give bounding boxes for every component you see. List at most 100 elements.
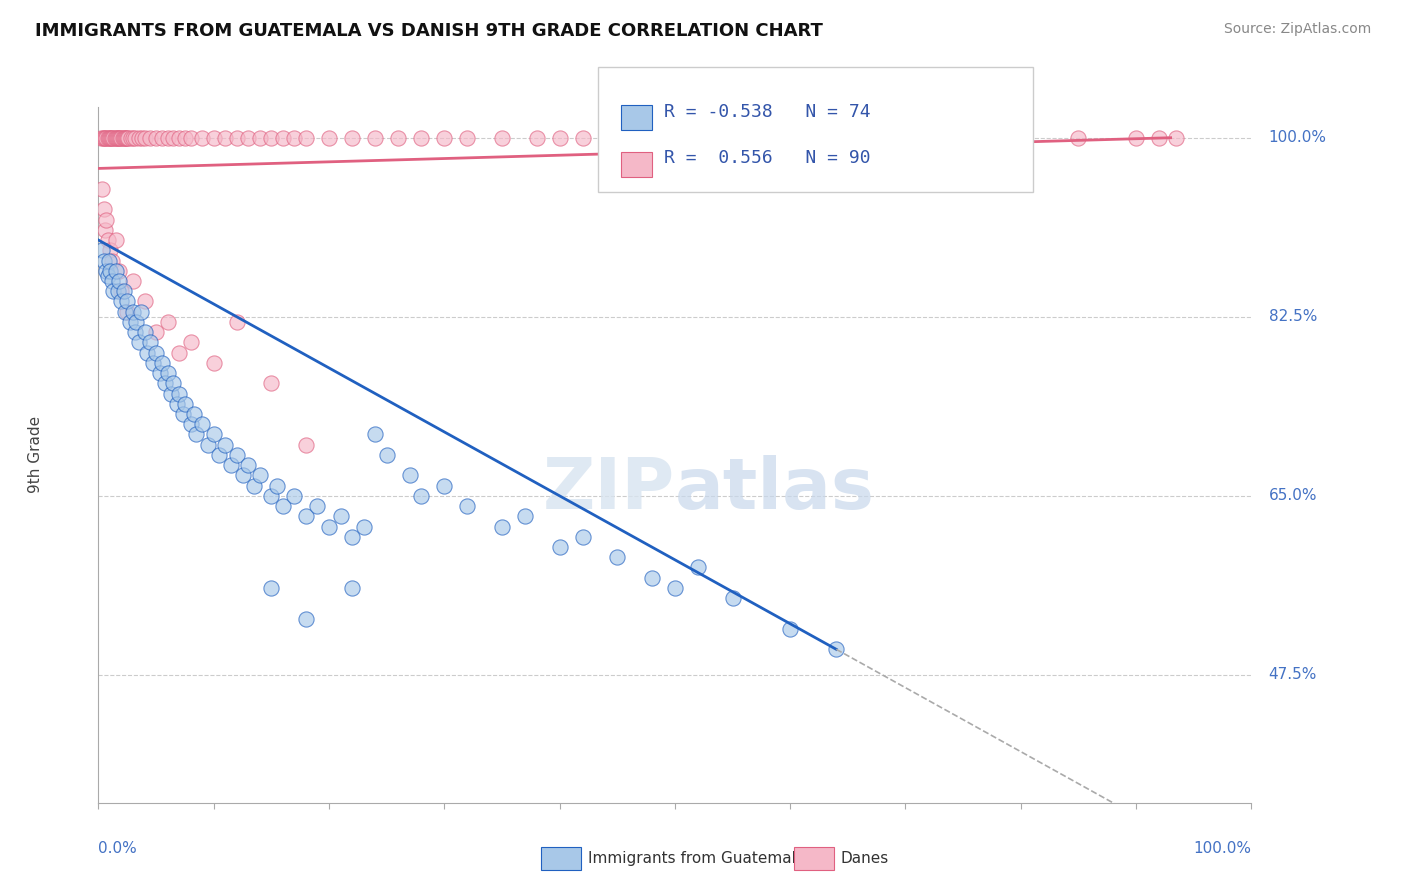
Text: 100.0%: 100.0% [1268, 130, 1327, 145]
Point [271, 499, 294, 513]
Point [225, 130, 247, 145]
Point [156, 366, 179, 380]
Point [606, 550, 628, 565]
Point [260, 376, 283, 391]
Point [825, 642, 848, 657]
Point [98, 130, 121, 145]
Point [180, 335, 202, 350]
Point [117, 304, 139, 318]
Point [128, 130, 150, 145]
Point [202, 356, 225, 370]
Point [1147, 130, 1170, 145]
Point [180, 417, 202, 432]
Point [271, 130, 294, 145]
Point [142, 356, 165, 370]
Point [162, 130, 184, 145]
Point [108, 274, 131, 288]
Point [266, 478, 288, 492]
Point [97, 253, 120, 268]
Point [456, 130, 478, 145]
Point [111, 130, 134, 145]
Point [260, 581, 283, 595]
Point [103, 284, 125, 298]
Point [110, 284, 132, 298]
Text: 47.5%: 47.5% [1268, 667, 1317, 682]
Point [98, 264, 121, 278]
Point [526, 130, 548, 145]
Point [225, 315, 247, 329]
Text: Source: ZipAtlas.com: Source: ZipAtlas.com [1223, 22, 1371, 37]
Point [97, 130, 120, 145]
Point [411, 489, 433, 503]
Point [398, 468, 420, 483]
Text: 0.0%: 0.0% [98, 841, 138, 856]
Point [112, 130, 135, 145]
Point [101, 274, 124, 288]
Point [97, 233, 120, 247]
Point [571, 530, 593, 544]
Point [260, 130, 283, 145]
Point [340, 130, 363, 145]
Point [214, 438, 236, 452]
Point [779, 130, 801, 145]
Point [104, 233, 127, 247]
Text: R =  0.556   N = 90: R = 0.556 N = 90 [664, 149, 870, 168]
Point [364, 130, 387, 145]
Point [952, 130, 974, 145]
Point [96, 130, 118, 145]
Point [307, 499, 329, 513]
Point [108, 130, 131, 145]
Point [145, 345, 167, 359]
Point [364, 427, 387, 442]
Point [641, 130, 664, 145]
Point [122, 274, 145, 288]
Point [131, 130, 153, 145]
Text: IMMIGRANTS FROM GUATEMALA VS DANISH 9TH GRADE CORRELATION CHART: IMMIGRANTS FROM GUATEMALA VS DANISH 9TH … [35, 22, 823, 40]
Point [110, 294, 132, 309]
Point [283, 130, 305, 145]
Point [191, 130, 214, 145]
Point [128, 335, 150, 350]
Point [93, 130, 115, 145]
Point [145, 130, 167, 145]
Point [150, 130, 173, 145]
Point [231, 468, 254, 483]
Point [513, 509, 536, 524]
Point [191, 417, 214, 432]
Point [219, 458, 242, 472]
Text: atlas: atlas [675, 455, 875, 524]
Point [155, 376, 177, 391]
Point [96, 264, 118, 278]
Point [103, 130, 125, 145]
Point [721, 591, 744, 606]
Point [117, 294, 139, 309]
Point [329, 509, 352, 524]
Point [249, 130, 271, 145]
Point [491, 519, 513, 533]
Point [117, 130, 139, 145]
Point [340, 581, 363, 595]
Point [94, 223, 117, 237]
Point [197, 438, 219, 452]
Point [160, 386, 183, 401]
Point [150, 356, 173, 370]
Point [779, 622, 801, 636]
Point [167, 130, 190, 145]
Point [166, 397, 188, 411]
Point [145, 325, 167, 339]
Point [456, 499, 478, 513]
Point [433, 130, 456, 145]
Point [101, 130, 124, 145]
Point [186, 427, 208, 442]
Point [295, 438, 318, 452]
Point [98, 244, 121, 258]
Point [641, 571, 664, 585]
Point [134, 294, 156, 309]
Point [90, 182, 112, 196]
Point [108, 264, 131, 278]
Point [548, 540, 571, 554]
Point [238, 458, 260, 472]
Point [97, 130, 120, 145]
Text: 65.0%: 65.0% [1268, 488, 1317, 503]
Point [94, 130, 117, 145]
